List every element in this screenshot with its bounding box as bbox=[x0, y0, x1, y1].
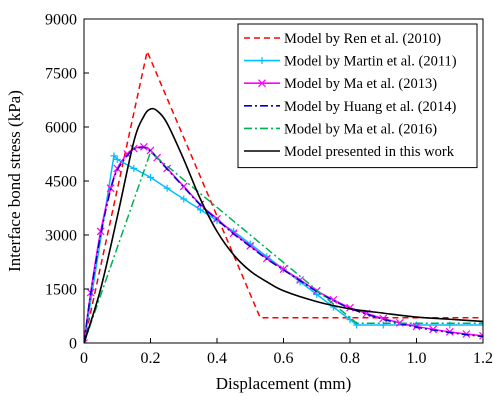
legend-item: Model by Ma et al. (2013) bbox=[244, 76, 437, 92]
x-tick-label: 1.0 bbox=[407, 350, 427, 367]
x-axis-title: Displacement (mm) bbox=[216, 374, 352, 393]
y-tick-label: 4500 bbox=[45, 174, 77, 191]
data-point bbox=[84, 339, 88, 343]
series-line bbox=[84, 48, 483, 343]
series-layer bbox=[84, 48, 483, 343]
legend-label: Model by Ma et al. (2013) bbox=[284, 76, 437, 92]
legend-label: Model presented in this work bbox=[284, 144, 455, 160]
axis-ticks: 0 0.2 0.4 0.6 0.8 1.0 1.2 0 1500 3000 4500 6000 7500… bbox=[45, 12, 493, 368]
x-tick-label: 1.2 bbox=[473, 350, 493, 367]
legend-item: Model by Ren et al. (2010) bbox=[244, 31, 441, 47]
data-point bbox=[258, 57, 266, 65]
data-point bbox=[163, 184, 171, 192]
y-tick-label: 0 bbox=[69, 336, 77, 353]
x-tick-label: 0.4 bbox=[207, 350, 227, 367]
y-tick-label: 6000 bbox=[45, 120, 77, 137]
legend-box bbox=[237, 23, 478, 169]
x-tick-label: 0.2 bbox=[141, 350, 161, 367]
data-point bbox=[110, 152, 118, 160]
legend-label: Model by Ren et al. (2010) bbox=[284, 31, 441, 47]
legend-label: Model by Martin et al. (2011) bbox=[284, 54, 457, 70]
legend-item: Model by Ma et al. (2016) bbox=[244, 121, 437, 137]
series-1 bbox=[84, 48, 483, 343]
series-4 bbox=[84, 146, 483, 343]
legend-label: Model by Huang et al. (2014) bbox=[284, 99, 457, 115]
data-point bbox=[329, 303, 337, 311]
legend-label: Model by Ma et al. (2016) bbox=[284, 121, 437, 137]
series-5 bbox=[84, 150, 483, 343]
legend-item: Model by Huang et al. (2014) bbox=[244, 99, 457, 115]
data-point bbox=[130, 164, 138, 172]
data-point bbox=[379, 314, 388, 323]
data-point bbox=[479, 331, 483, 340]
data-point bbox=[313, 290, 321, 298]
series-line bbox=[84, 154, 483, 343]
y-tick-label: 7500 bbox=[45, 66, 77, 83]
x-tick-label: 0.6 bbox=[274, 350, 294, 367]
data-point bbox=[196, 206, 204, 214]
y-tick-label: 9000 bbox=[45, 12, 77, 29]
x-tick-label: 0.8 bbox=[340, 350, 360, 367]
series-line bbox=[84, 107, 483, 343]
data-point bbox=[180, 195, 188, 203]
legend-item: Model presented in this work bbox=[244, 144, 455, 160]
series-line bbox=[84, 145, 483, 343]
series-line bbox=[84, 150, 483, 343]
data-point bbox=[479, 321, 483, 329]
series-6 bbox=[84, 107, 483, 343]
legend: Model by Ren et al. (2010) Model by Marti… bbox=[237, 23, 478, 169]
y-tick-label: 3000 bbox=[45, 228, 77, 245]
data-point bbox=[258, 79, 266, 88]
data-point bbox=[147, 173, 154, 181]
series-line bbox=[84, 146, 483, 343]
y-axis-title: Interface bond stress (kPa) bbox=[5, 90, 24, 272]
x-tick-label: 0 bbox=[80, 350, 88, 367]
legend-item: Model by Martin et al. (2011) bbox=[244, 54, 457, 70]
series-3 bbox=[84, 142, 483, 343]
y-tick-label: 1500 bbox=[45, 282, 77, 299]
data-point bbox=[113, 155, 121, 163]
series-2 bbox=[84, 152, 483, 343]
